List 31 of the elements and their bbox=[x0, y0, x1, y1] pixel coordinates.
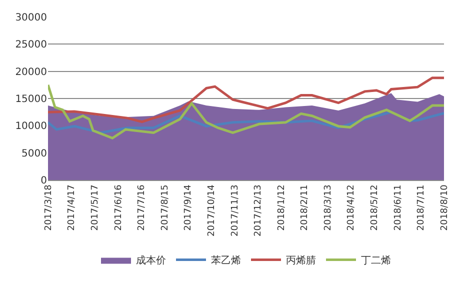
legend-label: 丁二烯 bbox=[361, 254, 391, 267]
x-tick-label: 2018/1/12 bbox=[276, 184, 287, 231]
legend-label: 苯乙烯 bbox=[211, 254, 241, 267]
x-tick-label: 2018/3/13 bbox=[323, 184, 334, 231]
legend-label: 丙烯腈 bbox=[286, 254, 316, 267]
y-tick-label: 25000 bbox=[15, 40, 47, 51]
x-tick-label: 2017/4/17 bbox=[67, 184, 78, 231]
x-tick-label: 2018/2/11 bbox=[300, 184, 310, 231]
x-tick-label: 2018/5/12 bbox=[370, 184, 380, 231]
y-tick-label: 5000 bbox=[22, 148, 47, 160]
x-tick-label: 2017/10/14 bbox=[206, 184, 217, 236]
legend-label: 成本价 bbox=[136, 254, 166, 267]
y-tick-label: 20000 bbox=[15, 66, 47, 78]
x-tick-label: 2017/11/13 bbox=[230, 184, 240, 236]
x-tick-label: 2018/7/11 bbox=[416, 184, 427, 231]
y-tick-label: 30000 bbox=[15, 12, 47, 24]
x-tick-label: 2018/8/10 bbox=[440, 184, 450, 231]
x-tick-label: 2017/6/16 bbox=[114, 184, 124, 231]
y-tick-label: 10000 bbox=[15, 121, 47, 132]
x-tick-label: 2017/12/13 bbox=[254, 184, 264, 236]
x-tick-label: 2018/4/12 bbox=[346, 184, 357, 231]
x-tick-label: 2017/7/16 bbox=[137, 184, 148, 231]
x-tick-label: 2017/3/18 bbox=[44, 184, 54, 231]
x-tick-label: 2017/5/17 bbox=[90, 184, 101, 231]
x-tick-label: 2017/9/14 bbox=[184, 184, 194, 231]
line-series bbox=[48, 84, 444, 140]
x-tick-label: 2018/6/11 bbox=[393, 184, 404, 231]
x-tick-label: 2017/8/15 bbox=[160, 184, 170, 231]
line-series bbox=[48, 76, 444, 124]
y-tick-label: 0 bbox=[40, 176, 47, 186]
y-tick-label: 15000 bbox=[15, 94, 47, 105]
